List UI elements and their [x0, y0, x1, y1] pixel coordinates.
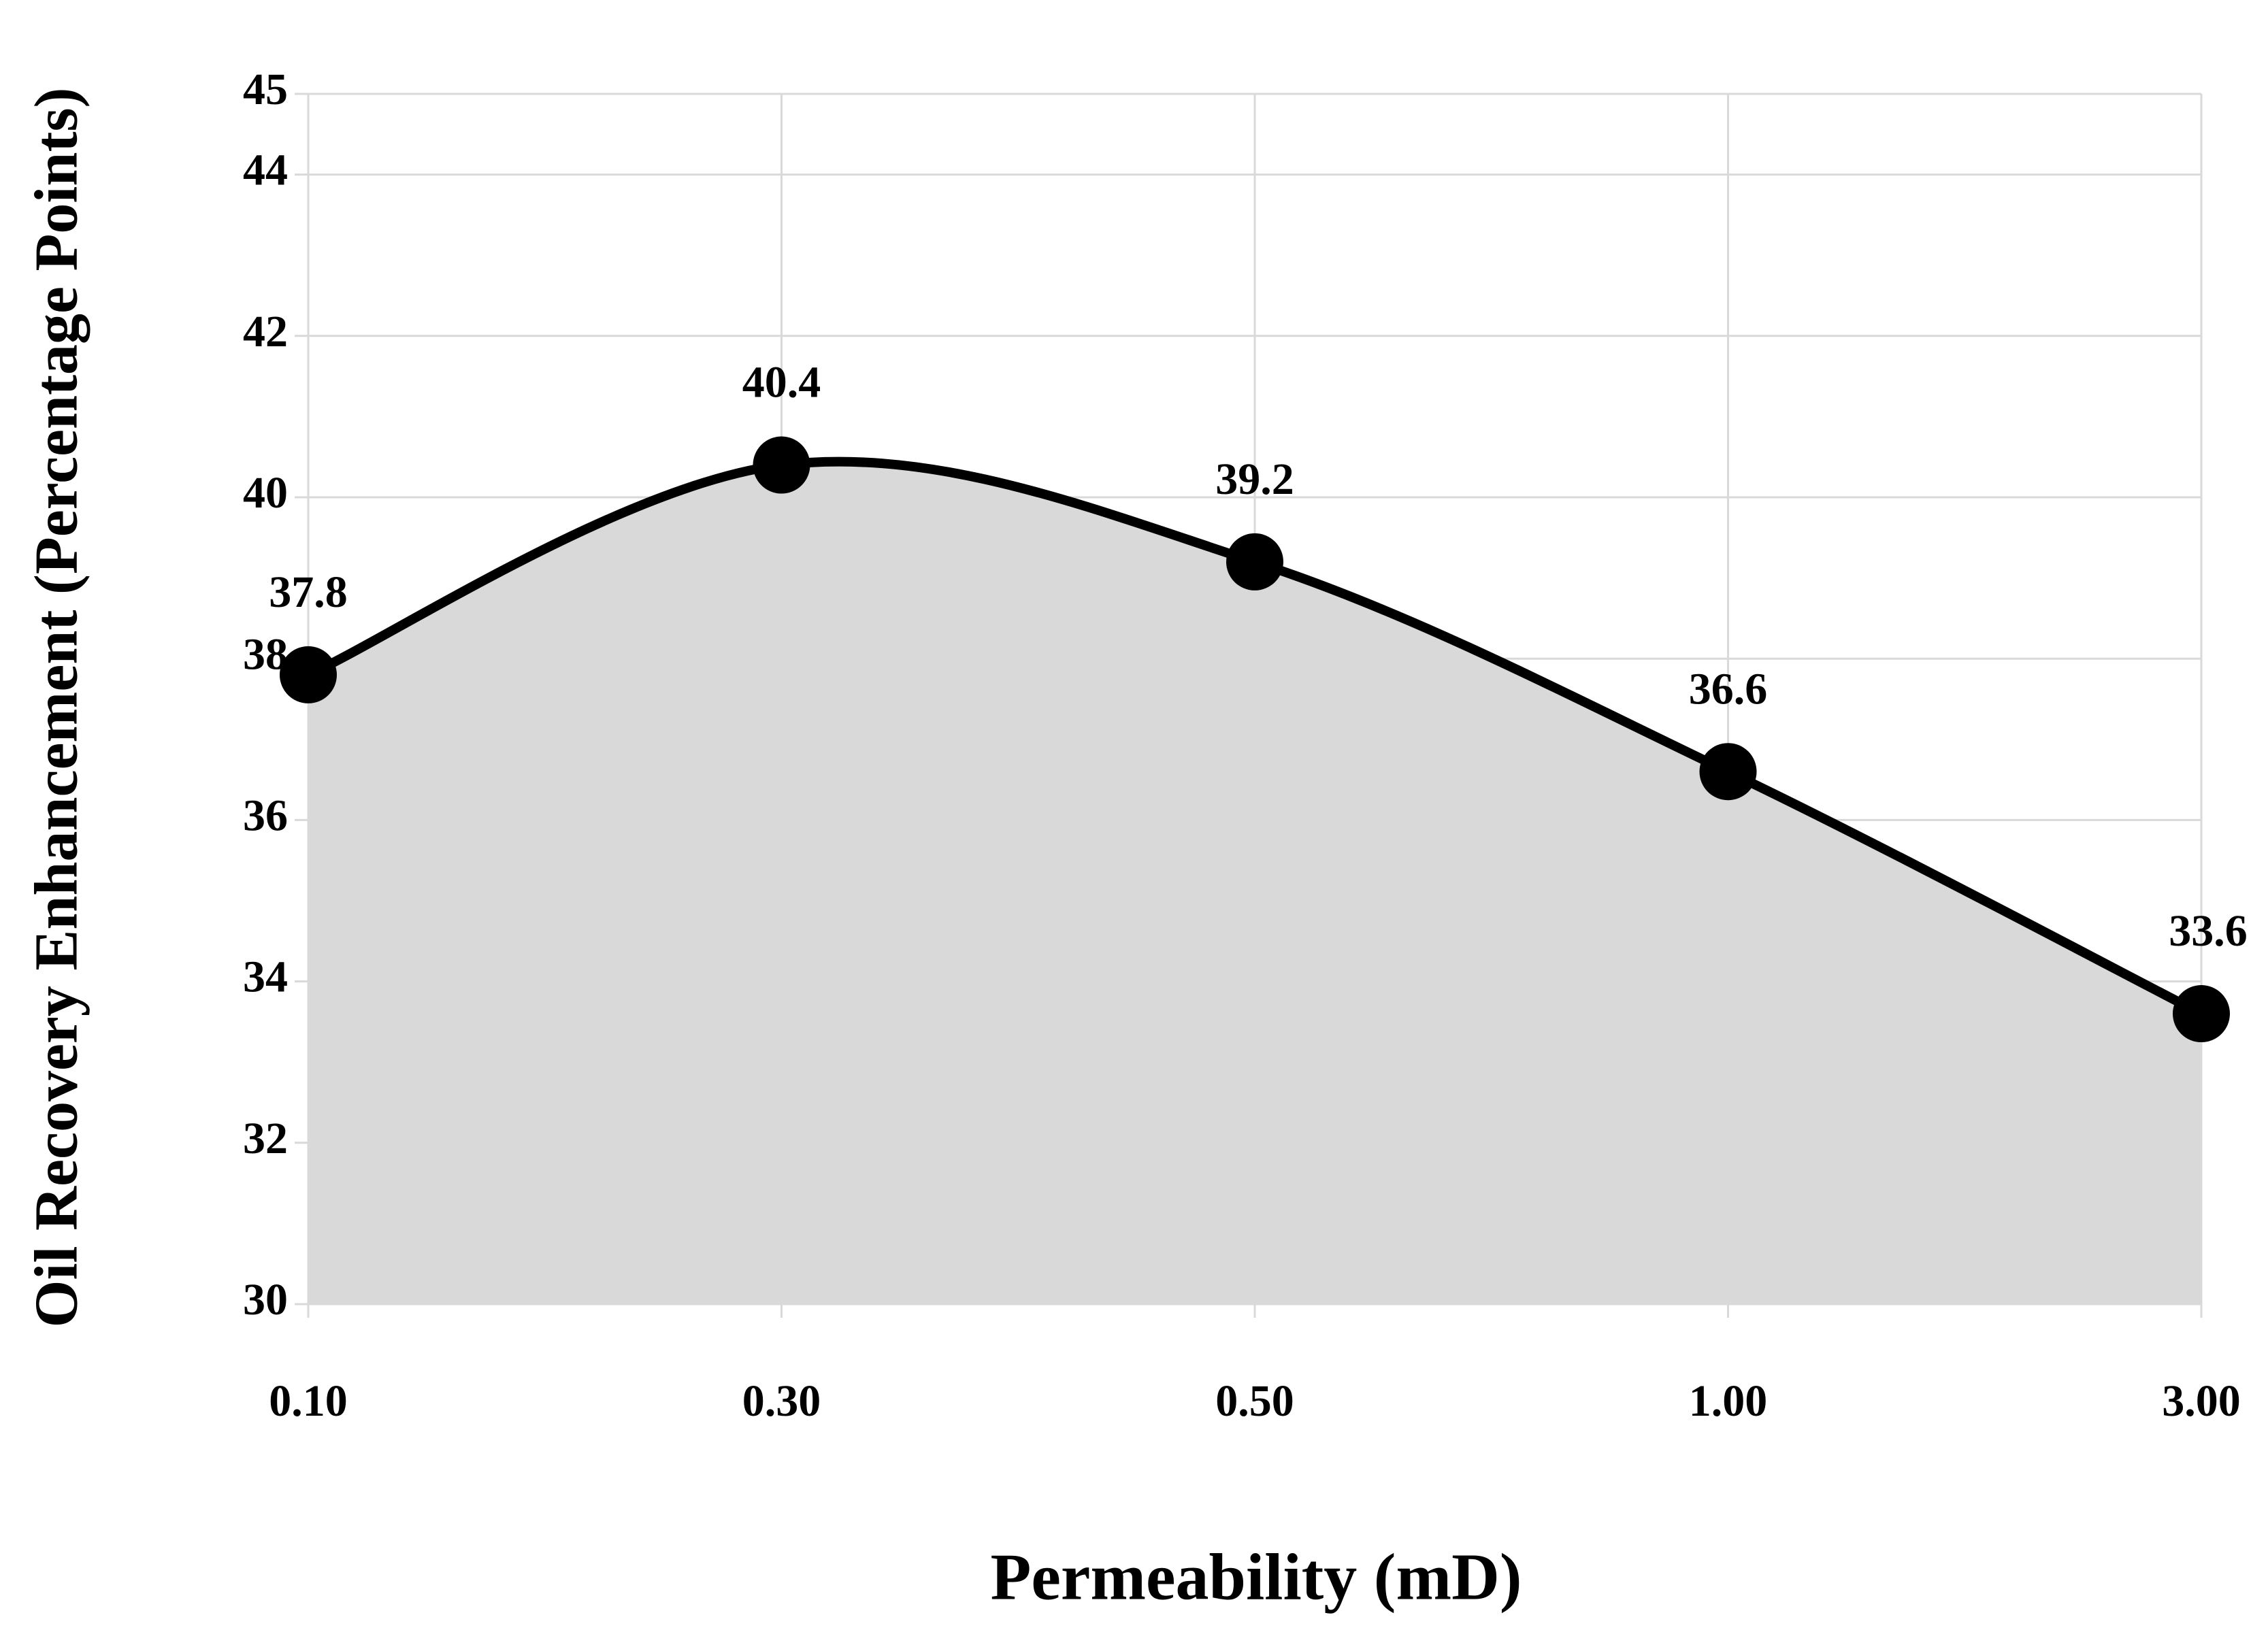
data-label: 37.8 — [269, 567, 348, 617]
x-tick-label: 0.30 — [742, 1376, 821, 1426]
data-label: 39.2 — [1215, 454, 1294, 504]
y-tick-label: 42 — [243, 307, 288, 356]
marker — [280, 646, 337, 703]
y-tick-label: 45 — [243, 65, 288, 114]
x-tick-label: 0.10 — [269, 1376, 348, 1426]
data-label: 36.6 — [1689, 664, 1768, 714]
x-tick-label: 3.00 — [2162, 1376, 2241, 1426]
y-tick-label: 40 — [243, 468, 288, 518]
x-axis-title: Permeability (mD) — [991, 1540, 1522, 1614]
marker — [753, 436, 810, 494]
marker — [1226, 533, 1283, 591]
y-tick-label: 34 — [243, 952, 288, 1002]
area — [308, 461, 2201, 1304]
y-tick-label: 30 — [243, 1275, 288, 1325]
y-axis-title: Oil Recovery Enhancement (Percentage Poi… — [23, 88, 91, 1328]
data-label: 33.6 — [2169, 906, 2248, 956]
data-label: 40.4 — [742, 358, 821, 407]
y-tick-label: 36 — [243, 791, 288, 841]
x-tick-label: 1.00 — [1689, 1376, 1768, 1426]
y-tick-label: 44 — [243, 146, 288, 195]
marker — [1699, 743, 1757, 801]
marker — [2173, 985, 2230, 1043]
x-tick-label: 0.50 — [1215, 1376, 1294, 1426]
y-tick-label: 32 — [243, 1114, 288, 1163]
